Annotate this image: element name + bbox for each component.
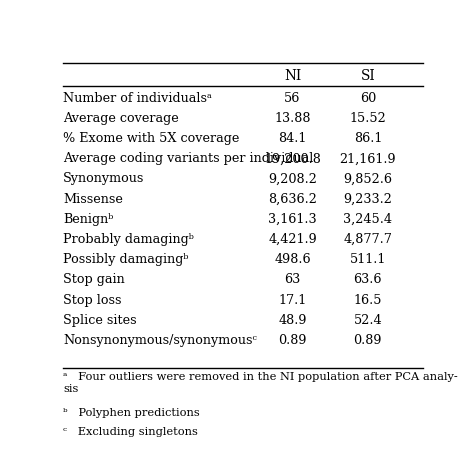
Text: 498.6: 498.6 <box>274 253 311 266</box>
Text: Average coverage: Average coverage <box>63 112 179 125</box>
Text: Stop loss: Stop loss <box>63 293 121 307</box>
Text: 19,200.8: 19,200.8 <box>264 152 321 165</box>
Text: 86.1: 86.1 <box>354 132 382 145</box>
Text: % Exome with 5X coverage: % Exome with 5X coverage <box>63 132 239 145</box>
Text: 84.1: 84.1 <box>278 132 307 145</box>
Text: 9,852.6: 9,852.6 <box>343 173 392 185</box>
Text: 0.89: 0.89 <box>354 334 382 347</box>
Text: Possibly damagingᵇ: Possibly damagingᵇ <box>63 253 189 266</box>
Text: Synonymous: Synonymous <box>63 173 144 185</box>
Text: 21,161.9: 21,161.9 <box>339 152 396 165</box>
Text: Benignᵇ: Benignᵇ <box>63 213 113 226</box>
Text: Stop gain: Stop gain <box>63 273 125 286</box>
Text: 63.6: 63.6 <box>354 273 382 286</box>
Text: Nonsynonymous/synonymousᶜ: Nonsynonymous/synonymousᶜ <box>63 334 257 347</box>
Text: NI: NI <box>284 69 301 83</box>
Text: 52.4: 52.4 <box>354 314 382 327</box>
Text: 56: 56 <box>284 92 301 105</box>
Text: 15.52: 15.52 <box>349 112 386 125</box>
Text: Splice sites: Splice sites <box>63 314 137 327</box>
Text: 13.88: 13.88 <box>274 112 311 125</box>
Text: SI: SI <box>360 69 375 83</box>
Text: 9,208.2: 9,208.2 <box>268 173 317 185</box>
Text: 4,877.7: 4,877.7 <box>343 233 392 246</box>
Text: 0.89: 0.89 <box>278 334 307 347</box>
Text: 9,233.2: 9,233.2 <box>343 193 392 205</box>
Text: 48.9: 48.9 <box>278 314 307 327</box>
Text: 17.1: 17.1 <box>278 293 307 307</box>
Text: ᵃ   Four outliers were removed in the NI population after PCA analy-
sis: ᵃ Four outliers were removed in the NI p… <box>63 372 458 394</box>
Text: 511.1: 511.1 <box>350 253 386 266</box>
Text: Number of individualsᵃ: Number of individualsᵃ <box>63 92 212 105</box>
Text: 3,245.4: 3,245.4 <box>343 213 392 226</box>
Text: 63: 63 <box>284 273 301 286</box>
Text: 4,421.9: 4,421.9 <box>268 233 317 246</box>
Text: 8,636.2: 8,636.2 <box>268 193 317 205</box>
Text: ᶜ   Excluding singletons: ᶜ Excluding singletons <box>63 427 198 438</box>
Text: 3,161.3: 3,161.3 <box>268 213 317 226</box>
Text: Average coding variants per individual: Average coding variants per individual <box>63 152 313 165</box>
Text: 60: 60 <box>360 92 376 105</box>
Text: ᵇ   Polyphen predictions: ᵇ Polyphen predictions <box>63 409 200 418</box>
Text: Missense: Missense <box>63 193 123 205</box>
Text: 16.5: 16.5 <box>354 293 382 307</box>
Text: Probably damagingᵇ: Probably damagingᵇ <box>63 233 194 246</box>
